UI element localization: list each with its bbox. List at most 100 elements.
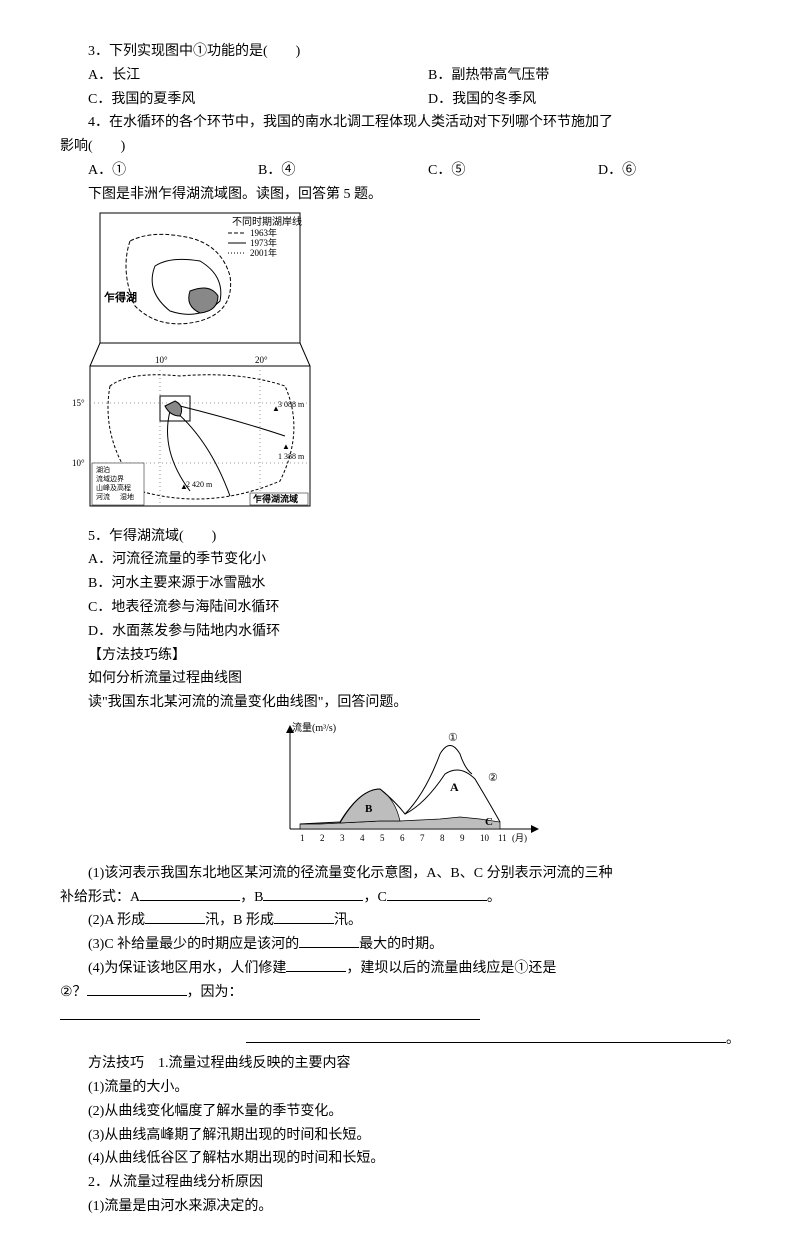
lon-20: 20° xyxy=(255,355,268,365)
alt-3088: 3 088 m xyxy=(278,400,305,409)
q4-opt-d: D．⑥ xyxy=(570,159,740,183)
svg-text:3: 3 xyxy=(340,833,345,843)
flow-chart-svg: 流量(m³/s) 1 2 3 4 5 6 7 8 9 10 11 (月) ① ②… xyxy=(250,719,550,849)
s4b-end: ，因为： xyxy=(187,985,243,1000)
reason-line xyxy=(60,1005,740,1029)
q4-opt-c: C．⑤ xyxy=(400,159,570,183)
q3-stem: 3．下列实现图中①功能的是( ) xyxy=(60,40,740,64)
s4b-pre: ②？ xyxy=(60,985,87,1000)
q5-d: D．水面蒸发参与陆地内水循环 xyxy=(60,620,740,644)
flow-chart: 流量(m³/s) 1 2 3 4 5 6 7 8 9 10 11 (月) ① ②… xyxy=(60,719,740,858)
svg-text:4: 4 xyxy=(360,833,365,843)
method-l2: 读"我国东北某河流的流量变化曲线图"，回答问题。 xyxy=(60,691,740,715)
svg-text:7: 7 xyxy=(420,833,425,843)
anno-2: ② xyxy=(488,772,498,784)
leg-lake: 湖泊 xyxy=(96,465,110,474)
leg-peak: 山峰及高程 xyxy=(96,483,131,492)
reason-tail: 。 xyxy=(60,1028,740,1052)
svg-text:(月): (月) xyxy=(512,833,527,843)
lake-label: 乍得湖 xyxy=(104,290,137,304)
q4-opt-b: B．④ xyxy=(230,159,400,183)
q3-opt-a: A．长江 xyxy=(60,64,400,88)
anno-A: A xyxy=(450,780,459,794)
region-label: 乍得湖流域 xyxy=(253,493,298,504)
sub1b: 补给形式：A，B，C。 xyxy=(60,886,740,910)
q3-opt-c: C．我国的夏季风 xyxy=(60,88,400,112)
tips-4: (4)从曲线低谷区了解枯水期出现的时间和长短。 xyxy=(60,1147,740,1171)
lat-10: 10° xyxy=(72,458,85,468)
blank-reason2[interactable] xyxy=(246,1028,726,1043)
svg-text:10: 10 xyxy=(480,833,490,843)
leg-wet: 湿地 xyxy=(120,492,134,501)
tips-1: (1)流量的大小。 xyxy=(60,1076,740,1100)
alt-1388: 1 388 m xyxy=(278,452,305,461)
svg-text:▲: ▲ xyxy=(282,442,290,451)
tips-5: (1)流量是由河水来源决定的。 xyxy=(60,1195,740,1219)
q3-opt-d: D．我国的冬季风 xyxy=(400,88,740,112)
q3-options-row2: C．我国的夏季风 D．我国的冬季风 xyxy=(60,88,740,112)
sub4b: ②？ ，因为： xyxy=(60,981,740,1005)
leg-river: 河流 xyxy=(96,492,110,501)
sub3: (3)C 补给量最少的时期应是该河的 最大的时期。 xyxy=(60,933,740,957)
q4-stem1: 4．在水循环的各个环节中，我国的南水北调工程体现人类活动对下列哪个环节施加了 xyxy=(60,111,740,135)
q4-opt-a: A．① xyxy=(60,159,230,183)
blank-s2a[interactable] xyxy=(145,909,205,924)
q5-stem: 5．乍得湖流域( ) xyxy=(60,525,740,549)
s3-pre: (3)C 补给量最少的时期应是该河的 xyxy=(88,937,299,952)
q3-options-row1: A．长江 B．副热带高气压带 xyxy=(60,64,740,88)
s2-pre: (2)A 形成 xyxy=(88,913,145,928)
leg-basin: 流域边界 xyxy=(96,474,124,483)
anno-1: ① xyxy=(448,732,458,744)
tips-2: (2)从曲线变化幅度了解水量的季节变化。 xyxy=(60,1100,740,1124)
fig1-container: 不同时期湖岸线 1963年 1973年 2001年 乍得湖 10° 20° 15… xyxy=(60,211,740,521)
q5-a: A．河流径流量的季节变化小 xyxy=(60,548,740,572)
tips-3: (3)从曲线高峰期了解汛期出现的时间和长短。 xyxy=(60,1124,740,1148)
s1b-end: 。 xyxy=(487,890,501,905)
q3-opt-b: B．副热带高气压带 xyxy=(400,64,740,88)
blank-s3[interactable] xyxy=(299,933,359,948)
svg-text:2: 2 xyxy=(320,833,325,843)
legend-1973: 1973年 xyxy=(250,237,277,248)
legend-title: 不同时期湖岸线 xyxy=(232,215,302,228)
blank-s4b[interactable] xyxy=(87,981,187,996)
svg-text:1: 1 xyxy=(300,833,305,843)
s1b-m2: ，C xyxy=(363,890,386,905)
svg-text:9: 9 xyxy=(460,833,465,843)
legend-1963: 1963年 xyxy=(250,227,277,238)
fig1-intro: 下图是非洲乍得湖流域图。读图，回答第 5 题。 xyxy=(60,183,740,207)
anno-C: C xyxy=(485,816,493,828)
sub4a: (4)为保证该地区用水，人们修建 ，建坝以后的流量曲线应是①还是 xyxy=(60,957,740,981)
q5-b: B．河水主要来源于冰雪融水 xyxy=(60,572,740,596)
blank-A[interactable] xyxy=(140,886,240,901)
q5-c: C．地表径流参与海陆间水循环 xyxy=(60,596,740,620)
s4-pre: (4)为保证该地区用水，人们修建 xyxy=(88,961,286,976)
s1b-pre: 补给形式：A xyxy=(60,890,140,905)
method-l1: 如何分析流量过程曲线图 xyxy=(60,667,740,691)
blank-reason[interactable] xyxy=(60,1005,480,1020)
tail-dot: 。 xyxy=(726,1032,740,1047)
s3-end: 最大的时期。 xyxy=(359,937,443,952)
svg-text:8: 8 xyxy=(440,833,445,843)
s2-mid: 汛，B 形成 xyxy=(205,913,274,928)
legend-2001: 2001年 xyxy=(250,247,277,258)
tips-h: 方法技巧 1.流量过程曲线反映的主要内容 xyxy=(60,1052,740,1076)
blank-s2b[interactable] xyxy=(274,909,334,924)
lon-10: 10° xyxy=(155,355,168,365)
lat-15: 15° xyxy=(72,398,85,408)
alt-2420: 2 420 m xyxy=(186,480,213,489)
blank-B[interactable] xyxy=(263,886,363,901)
ylabel: 流量(m³/s) xyxy=(292,721,336,734)
tips-h2: 2．从流量过程曲线分析原因 xyxy=(60,1171,740,1195)
blank-s4a[interactable] xyxy=(286,957,346,972)
s4-mid: ，建坝以后的流量曲线应是①还是 xyxy=(346,961,556,976)
q4-options: A．① B．④ C．⑤ D．⑥ xyxy=(60,159,740,183)
lake-map-svg: 不同时期湖岸线 1963年 1973年 2001年 乍得湖 10° 20° 15… xyxy=(60,211,340,521)
sub1a: (1)该河表示我国东北地区某河流的径流量变化示意图，A、B、C 分别表示河流的三… xyxy=(60,862,740,886)
anno-B: B xyxy=(365,803,373,815)
s2-end: 汛。 xyxy=(334,913,362,928)
svg-text:6: 6 xyxy=(400,833,405,843)
blank-C[interactable] xyxy=(387,886,487,901)
svg-text:11: 11 xyxy=(498,833,507,843)
svg-text:5: 5 xyxy=(380,833,385,843)
method-title: 【方法技巧练】 xyxy=(60,644,740,668)
